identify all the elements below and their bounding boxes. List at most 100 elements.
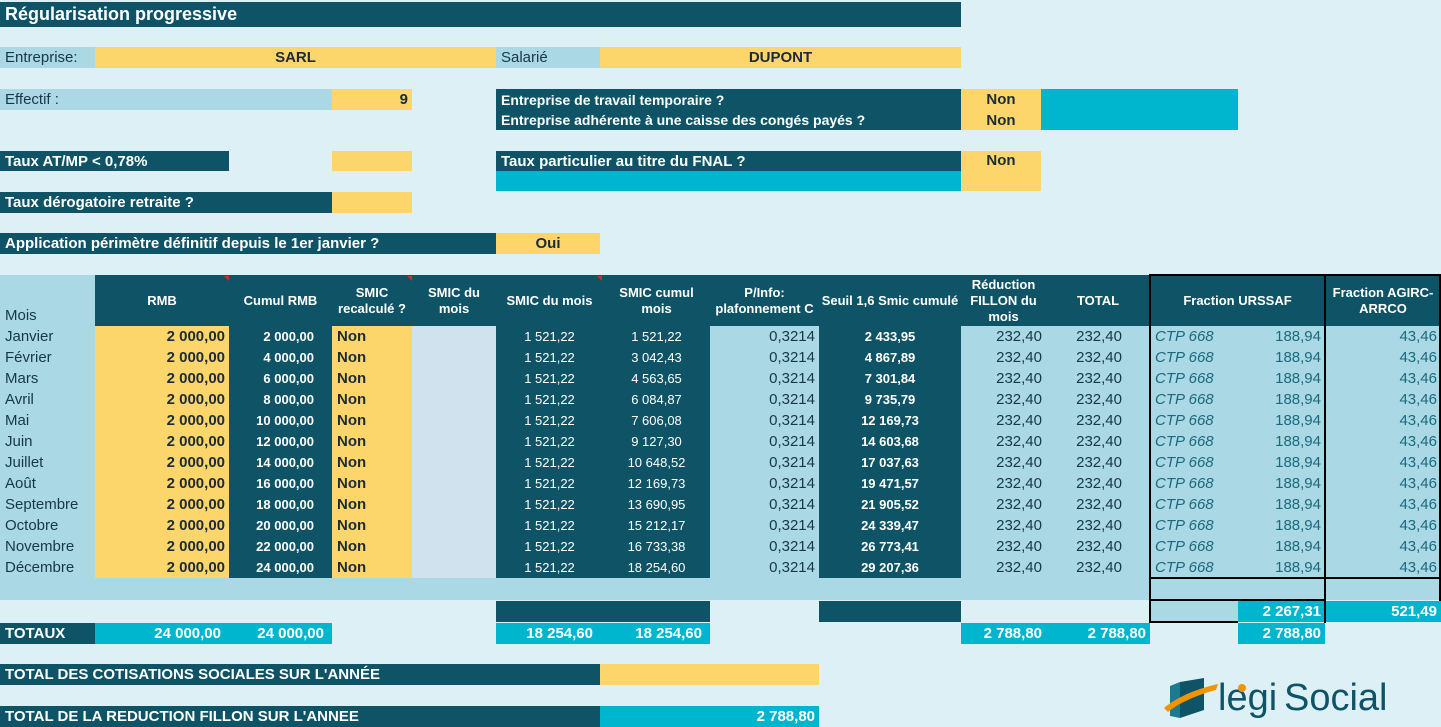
header-cumul-rmb: Cumul RMB <box>243 292 318 308</box>
cell-cumul-rmb: 18 000,00 <box>256 497 314 512</box>
cell-total: 232,40 <box>1076 496 1122 513</box>
fnal-field[interactable]: Non <box>961 151 1041 191</box>
cell-total: 232,40 <box>1076 433 1122 450</box>
cell-rmb[interactable]: 2 000,00 <box>166 475 225 492</box>
cell-plafonnement: 0,3214 <box>769 475 815 492</box>
header-reduction: Réduction FILLON du mois <box>970 276 1037 324</box>
logo-text-social: Social <box>1284 677 1388 719</box>
cell-plafonnement: 0,3214 <box>769 370 815 387</box>
cell-smic-recalcule[interactable]: Non <box>337 391 367 408</box>
taux-atmp-field[interactable] <box>332 151 412 171</box>
cell-fraction-agirc: 43,46 <box>1399 391 1437 408</box>
perimetre-label: Application périmètre définitif depuis l… <box>0 233 496 254</box>
cell-ctp: CTP 668 <box>1155 538 1214 555</box>
legisocial-logo: legi Social <box>1160 674 1420 724</box>
total-fillon-label: TOTAL DE LA REDUCTION FILLON SUR L'ANNEE <box>0 706 600 727</box>
cell-fraction-agirc: 43,46 <box>1399 517 1437 534</box>
cell-mois: Octobre <box>5 517 59 534</box>
cell-rmb[interactable]: 2 000,00 <box>166 391 225 408</box>
cell-mois: Décembre <box>5 559 75 576</box>
perimetre-field[interactable]: Oui <box>496 233 600 254</box>
salarie-field[interactable]: DUPONT <box>600 47 961 68</box>
logo-dot <box>1238 684 1246 692</box>
cell-plafonnement: 0,3214 <box>769 391 815 408</box>
comment-marker <box>407 276 412 281</box>
cell-seuil: 9 735,79 <box>864 392 916 407</box>
cell-reduction: 232,40 <box>996 538 1042 555</box>
cell-fraction-urssaf: 188,94 <box>1275 475 1321 492</box>
cell-smic-recalcule[interactable]: Non <box>337 538 367 555</box>
cell-ctp: CTP 668 <box>1155 517 1214 534</box>
comment-marker <box>224 276 229 281</box>
cell-reduction: 232,40 <box>996 349 1042 366</box>
cell-ctp: CTP 668 <box>1155 454 1214 471</box>
cell-reduction: 232,40 <box>996 433 1042 450</box>
effectif-field[interactable]: 9 <box>332 89 412 110</box>
cell-rmb[interactable]: 2 000,00 <box>166 328 225 345</box>
entreprise-field[interactable]: SARL <box>95 47 496 68</box>
cell-smic-du-mois: 1 521,22 <box>524 455 575 470</box>
cell-rmb[interactable]: 2 000,00 <box>166 538 225 555</box>
cell-plafonnement: 0,3214 <box>769 328 815 345</box>
border <box>1324 274 1326 623</box>
cell-reduction: 232,40 <box>996 475 1042 492</box>
cell-smic-recalcule[interactable]: Non <box>337 559 367 576</box>
cell-reduction: 232,40 <box>996 370 1042 387</box>
cell-mois: Février <box>5 349 52 366</box>
cell-smic-recalcule[interactable]: Non <box>337 475 367 492</box>
totaux-fraction: 2 788,80 <box>1238 623 1325 644</box>
cell-ctp: CTP 668 <box>1155 496 1214 513</box>
cell-smic-recalcule[interactable]: Non <box>337 517 367 534</box>
logo-text-legi: legi <box>1218 677 1278 719</box>
cell-cumul-rmb: 2 000,00 <box>263 329 314 344</box>
cell-mois: Novembre <box>5 538 75 555</box>
cell-smic-recalcule[interactable]: Non <box>337 496 367 513</box>
smic-du-mois-input-column <box>412 326 496 578</box>
cell-smic-cumul: 9 127,30 <box>631 434 682 449</box>
cell-smic-cumul: 15 212,17 <box>627 518 686 533</box>
cell-smic-recalcule[interactable]: Non <box>337 370 367 387</box>
border <box>1149 274 1151 623</box>
cell-smic-recalcule[interactable]: Non <box>337 412 367 429</box>
fraction-header-band <box>1150 275 1441 326</box>
cell-total: 232,40 <box>1076 349 1122 366</box>
cell-cumul-rmb: 12 000,00 <box>256 434 314 449</box>
cell-rmb[interactable]: 2 000,00 <box>166 433 225 450</box>
travail-temporaire-field[interactable]: Non <box>961 89 1041 110</box>
taux-retraite-field[interactable] <box>332 192 412 213</box>
mois-column <box>0 275 95 578</box>
cell-ctp: CTP 668 <box>1155 559 1214 576</box>
cell-smic-du-mois: 1 521,22 <box>524 413 575 428</box>
cell-smic-cumul: 10 648,52 <box>627 455 686 470</box>
border <box>1150 621 1238 623</box>
cell-fraction-urssaf: 188,94 <box>1275 391 1321 408</box>
cell-rmb[interactable]: 2 000,00 <box>166 454 225 471</box>
cell-smic-recalcule[interactable]: Non <box>337 433 367 450</box>
cell-reduction: 232,40 <box>996 412 1042 429</box>
totaux-rmb: 24 000,00 <box>95 623 229 644</box>
cell-ctp: CTP 668 <box>1155 328 1214 345</box>
caisse-conges-field[interactable]: Non <box>961 110 1041 130</box>
cell-total: 232,40 <box>1076 538 1122 555</box>
cell-smic-cumul: 18 254,60 <box>627 560 686 575</box>
header-plafonnement: P/Info: plafonnement C <box>715 284 814 316</box>
cell-smic-du-mois: 1 521,22 <box>524 539 575 554</box>
cell-fraction-agirc: 43,46 <box>1399 496 1437 513</box>
cell-rmb[interactable]: 2 000,00 <box>166 349 225 366</box>
cell-smic-recalcule[interactable]: Non <box>337 454 367 471</box>
cell-rmb[interactable]: 2 000,00 <box>166 370 225 387</box>
cell-reduction: 232,40 <box>996 517 1042 534</box>
salarie-label: Salarié <box>496 47 600 68</box>
cell-smic-du-mois: 1 521,22 <box>524 518 575 533</box>
cell-smic-recalcule[interactable]: Non <box>337 328 367 345</box>
cell-smic-recalcule[interactable]: Non <box>337 349 367 366</box>
total-cotisations-label: TOTAL DES COTISATIONS SOCIALES SUR L'ANN… <box>0 664 600 685</box>
cell-smic-cumul: 13 690,95 <box>627 497 686 512</box>
cell-rmb[interactable]: 2 000,00 <box>166 559 225 576</box>
cell-rmb[interactable]: 2 000,00 <box>166 496 225 513</box>
cell-rmb[interactable]: 2 000,00 <box>166 412 225 429</box>
cell-smic-du-mois: 1 521,22 <box>524 560 575 575</box>
totaux-cumul-rmb: 24 000,00 <box>229 623 332 644</box>
cell-rmb[interactable]: 2 000,00 <box>166 517 225 534</box>
cell-smic-cumul: 4 563,65 <box>631 371 682 386</box>
